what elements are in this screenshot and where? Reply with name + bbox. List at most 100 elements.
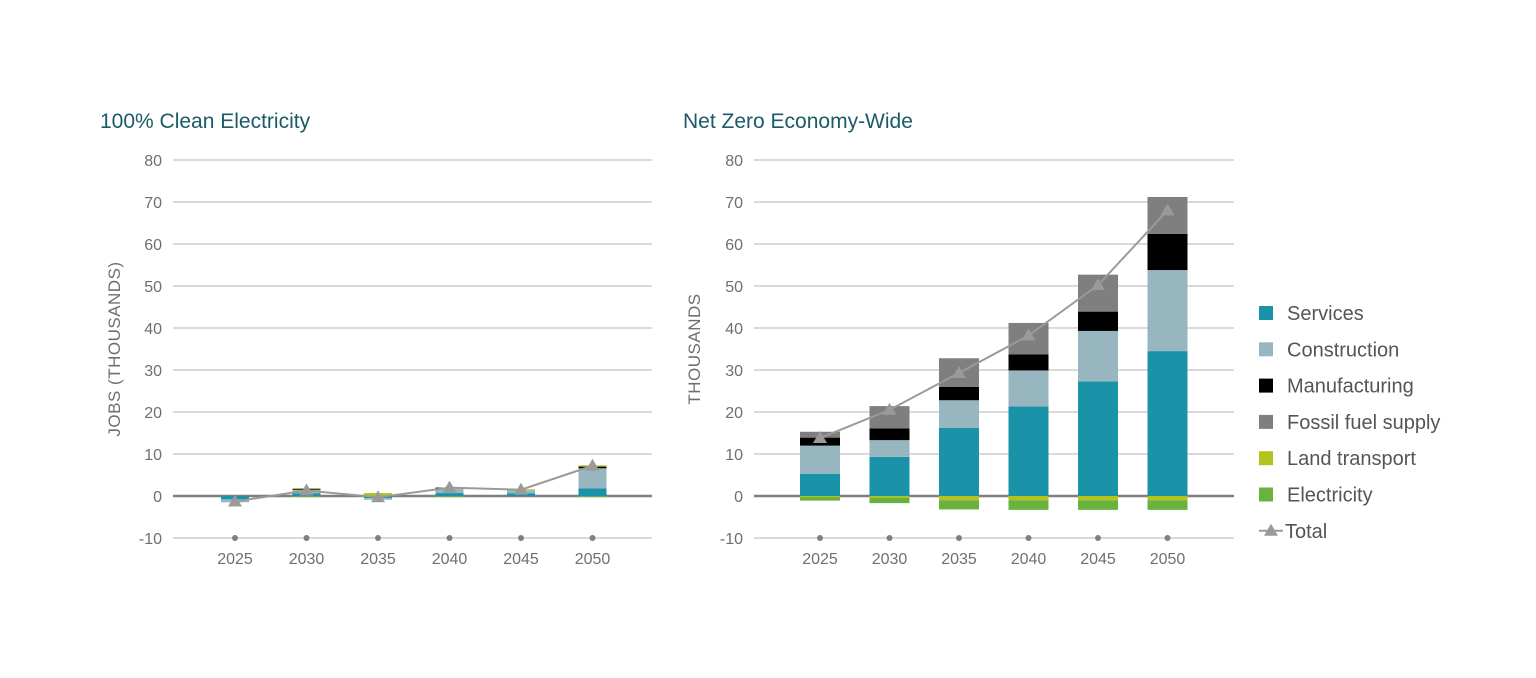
bar-segment-land-transport	[1147, 496, 1188, 501]
legend-label: Total	[1285, 521, 1327, 543]
x-tick-label: 2035	[941, 551, 977, 568]
x-tick-dot	[518, 535, 524, 541]
bar-segment-manufacturing	[869, 428, 910, 441]
legend-swatch-icon	[1259, 414, 1273, 429]
x-tick-label: 2025	[802, 551, 838, 568]
bar-segment-electricity	[869, 497, 910, 504]
bar-segment-services	[507, 493, 535, 496]
x-tick-dot	[446, 535, 453, 541]
bar-segment-construction	[1078, 330, 1118, 382]
total-line	[234, 464, 593, 503]
legend-swatch-icon	[1259, 306, 1273, 320]
x-tick-label: 2035	[360, 551, 396, 568]
bar-segment-electricity	[292, 496, 321, 497]
y-tick-label: 60	[725, 237, 743, 254]
y-tick-label: 70	[144, 195, 162, 212]
y-tick-label: 30	[725, 363, 743, 380]
y-tick-label: 40	[144, 321, 162, 338]
bar-segment-services	[869, 456, 910, 496]
y-tick-label: 80	[144, 153, 162, 170]
x-tick-label: 2040	[1011, 551, 1047, 568]
y-tick-label: 80	[725, 153, 743, 170]
chart-clean-electricity: 100% Clean Electricity JOBS (THOUSANDS) 80…	[100, 110, 652, 568]
x-tick-label: 2050	[575, 551, 611, 568]
y-tick-label: 60	[144, 237, 162, 254]
bar-segment-services	[435, 493, 464, 496]
legend: Services Construction Manufacturing Fossil…	[1259, 303, 1440, 543]
bar-segment-electricity	[800, 497, 840, 501]
bar-segment-construction	[578, 468, 607, 489]
x-tick-label: 2050	[1150, 551, 1186, 568]
y-axis-label: THOUSANDS	[685, 293, 704, 404]
bar-segment-services	[1008, 406, 1049, 496]
total-marker	[299, 483, 314, 496]
bar-segment-electricity	[578, 496, 607, 497]
y-tick-label: 50	[144, 279, 162, 296]
x-tick-dot	[232, 535, 238, 541]
x-tick-label: 2045	[1080, 551, 1116, 568]
chart-net-zero-economy-wide: Net Zero Economy-Wide THOUSANDS 80 70 60 50 40…	[683, 110, 1234, 568]
bar-segment-manufacturing	[1147, 233, 1188, 271]
bar-segment-manufacturing	[1008, 354, 1049, 371]
legend-swatch-icon	[1259, 378, 1273, 393]
y-axis-label: JOBS (THOUSANDS)	[105, 261, 124, 436]
total-marker	[228, 494, 242, 507]
bar-segment-land-transport	[1008, 496, 1049, 501]
total-marker	[585, 458, 600, 471]
y-tick-label: 20	[725, 405, 743, 422]
x-tick-label: 2040	[432, 551, 468, 568]
legend-label: Services	[1287, 303, 1364, 325]
bar-segment-manufacturing	[939, 386, 979, 401]
bar-segment-land-transport	[869, 496, 910, 498]
bar-segment-construction	[1147, 270, 1188, 352]
legend-label: Land transport	[1287, 448, 1416, 470]
total-marker	[1160, 203, 1175, 216]
x-tick-label: 2030	[872, 551, 908, 568]
x-tick-label: 2030	[289, 551, 325, 568]
x-tick-dot	[1025, 535, 1032, 541]
legend-label: Fossil fuel supply	[1287, 412, 1440, 434]
chart-title: Net Zero Economy-Wide	[683, 110, 913, 133]
x-tick-label: 2045	[503, 551, 539, 568]
legend-swatch-icon	[1259, 451, 1273, 466]
x-tick-dot	[303, 535, 310, 541]
y-tick-label: 10	[725, 447, 743, 464]
bar-segment-services	[1147, 351, 1188, 496]
x-tick-dot	[886, 535, 893, 541]
bar-segment-electricity	[1078, 500, 1118, 510]
chart-title: 100% Clean Electricity	[100, 110, 311, 133]
y-tick-label: 10	[144, 447, 162, 464]
bar-segment-services	[939, 427, 979, 496]
y-tick-label: -10	[139, 531, 162, 548]
x-tick-dot	[589, 535, 596, 541]
y-tick-label: 20	[144, 405, 162, 422]
bar-segment-fossil-fuel-supply	[1147, 196, 1188, 234]
y-tick-label: 0	[153, 489, 162, 506]
y-tick-label: 70	[725, 195, 743, 212]
legend-label: Construction	[1287, 339, 1399, 361]
bar-segment-fossil-fuel-supply	[869, 406, 910, 429]
total-line	[819, 209, 1169, 439]
y-tick-label: 40	[725, 321, 743, 338]
x-tick-dot	[1095, 535, 1101, 541]
bar-segment-construction	[869, 440, 910, 457]
x-tick-dot	[375, 535, 381, 541]
total-marker	[442, 480, 457, 493]
bar-segment-electricity	[435, 496, 464, 497]
legend-swatch-icon	[1259, 487, 1273, 502]
bar-segment-land-transport	[800, 496, 840, 498]
total-marker	[952, 365, 966, 378]
bar-segment-electricity	[1147, 500, 1188, 510]
bar-segment-electricity	[1008, 500, 1049, 510]
total-marker	[813, 431, 827, 444]
bar-segment-land-transport	[939, 496, 979, 501]
legend-label: Manufacturing	[1287, 376, 1414, 398]
total-marker	[1091, 278, 1105, 291]
legend-swatch-icon	[1259, 342, 1273, 357]
x-tick-label: 2025	[217, 551, 253, 568]
y-tick-label: 0	[734, 489, 743, 506]
y-tick-label: -10	[720, 531, 743, 548]
y-tick-label: 30	[144, 363, 162, 380]
legend-triangle-icon	[1264, 523, 1278, 536]
